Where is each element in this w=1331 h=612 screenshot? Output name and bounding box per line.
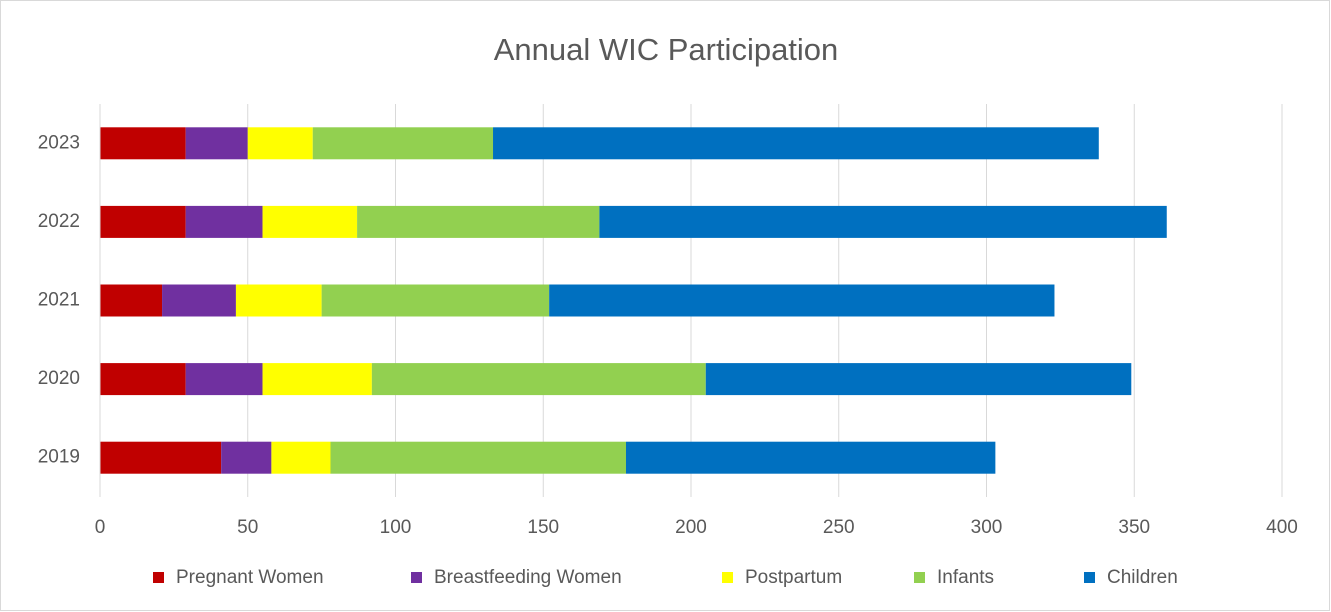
x-tick-label: 200 (675, 517, 707, 538)
legend-swatch (1084, 572, 1095, 583)
bar-segment (221, 441, 272, 474)
x-tick-label: 400 (1266, 517, 1298, 538)
bar-segment (262, 363, 372, 396)
bar-segment (493, 127, 1099, 160)
bar-segment (262, 205, 358, 238)
bar-segment (330, 441, 626, 474)
bar-segment (100, 363, 186, 396)
legend-label: Infants (937, 567, 994, 588)
bar-segment (185, 363, 263, 396)
y-tick-label: 2019 (38, 447, 80, 468)
y-tick-label: 2022 (38, 211, 80, 232)
x-tick-label: 250 (823, 517, 855, 538)
y-tick-label: 2020 (38, 368, 80, 389)
x-tick-label: 300 (971, 517, 1003, 538)
bar-segment (100, 127, 186, 160)
bar-segment (247, 127, 313, 160)
bar-segment (625, 441, 996, 474)
legend-label: Postpartum (745, 567, 842, 588)
legend-swatch (914, 572, 925, 583)
legend-label: Children (1107, 567, 1178, 588)
x-tick-label: 0 (95, 517, 106, 538)
legend-label: Breastfeeding Women (434, 567, 622, 588)
bar-segment (371, 363, 706, 396)
bar-segment (357, 205, 600, 238)
bar-segment (185, 205, 263, 238)
bar-segment (235, 284, 322, 317)
legend-swatch (153, 572, 164, 583)
bar-segment (162, 284, 236, 317)
bar-segment (100, 441, 222, 474)
x-tick-label: 350 (1118, 517, 1150, 538)
bar-segment (705, 363, 1132, 396)
legend-swatch (722, 572, 733, 583)
x-tick-label: 150 (527, 517, 559, 538)
y-tick-label: 2023 (38, 132, 80, 153)
bar-segment (100, 205, 186, 238)
bar-segment (185, 127, 248, 160)
legend-swatch (411, 572, 422, 583)
bar-segment (599, 205, 1167, 238)
bar-segment (312, 127, 494, 160)
bar-segment (100, 284, 163, 317)
chart-title: Annual WIC Participation (494, 32, 839, 67)
bar-segment (549, 284, 1055, 317)
x-tick-label: 100 (380, 517, 412, 538)
bar-segment (271, 441, 331, 474)
legend-label: Pregnant Women (176, 567, 324, 588)
bar-segment (321, 284, 550, 317)
x-tick-label: 50 (237, 517, 258, 538)
y-tick-label: 2021 (38, 290, 80, 311)
